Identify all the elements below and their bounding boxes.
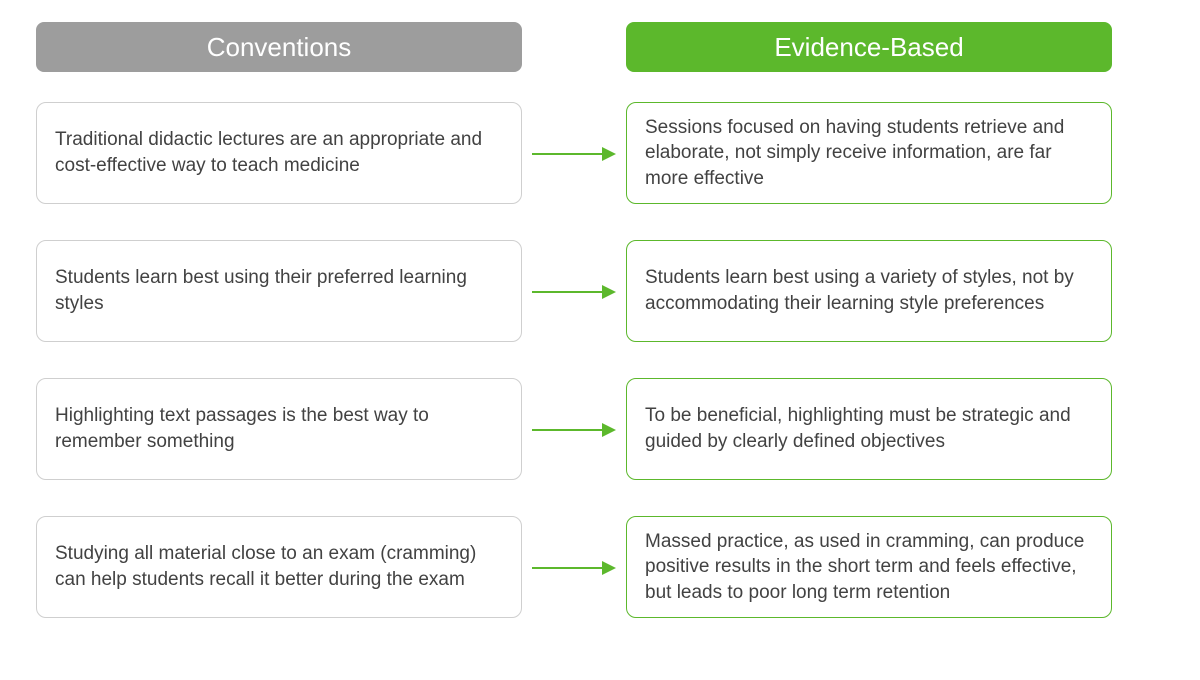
convention-text-0: Traditional didactic lectures are an app…: [55, 127, 503, 178]
evidence-based-header-label: Evidence-Based: [774, 32, 963, 63]
arrow-icon: [532, 153, 616, 155]
evidence-box-3: Massed practice, as used in cramming, ca…: [626, 516, 1112, 618]
evidence-text-1: Students learn best using a variety of s…: [645, 265, 1093, 316]
convention-box-2: Highlighting text passages is the best w…: [36, 378, 522, 480]
evidence-text-3: Massed practice, as used in cramming, ca…: [645, 529, 1093, 606]
convention-box-1: Students learn best using their preferre…: [36, 240, 522, 342]
evidence-text-2: To be beneficial, highlighting must be s…: [645, 403, 1093, 454]
evidence-based-header: Evidence-Based: [626, 22, 1112, 72]
arrow-icon: [532, 291, 616, 293]
arrow-icon: [532, 567, 616, 569]
convention-box-3: Studying all material close to an exam (…: [36, 516, 522, 618]
conventions-header: Conventions: [36, 22, 522, 72]
convention-box-0: Traditional didactic lectures are an app…: [36, 102, 522, 204]
evidence-box-2: To be beneficial, highlighting must be s…: [626, 378, 1112, 480]
convention-text-1: Students learn best using their preferre…: [55, 265, 503, 316]
convention-text-3: Studying all material close to an exam (…: [55, 541, 503, 592]
comparison-diagram: Conventions Evidence-Based Traditional d…: [0, 0, 1200, 680]
evidence-text-0: Sessions focused on having students retr…: [645, 115, 1093, 192]
arrow-icon: [532, 429, 616, 431]
evidence-box-0: Sessions focused on having students retr…: [626, 102, 1112, 204]
evidence-box-1: Students learn best using a variety of s…: [626, 240, 1112, 342]
conventions-header-label: Conventions: [207, 32, 352, 63]
convention-text-2: Highlighting text passages is the best w…: [55, 403, 503, 454]
